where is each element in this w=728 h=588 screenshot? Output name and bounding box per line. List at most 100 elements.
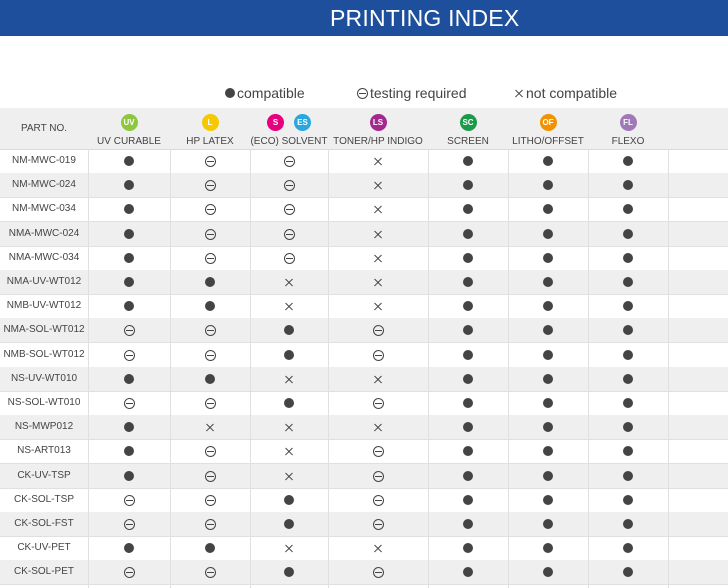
column-divider — [250, 149, 251, 588]
not-compatible-icon — [284, 543, 294, 553]
testing-required-icon — [204, 155, 216, 167]
compat-cell — [88, 318, 170, 342]
compat-cell — [508, 536, 588, 560]
compatible-icon — [623, 446, 633, 456]
compat-cell — [428, 367, 508, 391]
compat-cell — [88, 173, 170, 197]
table-row: NS-ART013 — [0, 439, 728, 464]
compatible-icon — [543, 495, 553, 505]
compatible-icon — [543, 398, 553, 408]
compat-cell — [88, 149, 170, 173]
compatible-icon — [623, 156, 633, 166]
column-label: UV CURABLE — [97, 136, 161, 147]
compatible-icon — [543, 180, 553, 190]
compatible-icon — [124, 156, 134, 166]
compat-cell — [88, 222, 170, 246]
compatible-icon — [623, 398, 633, 408]
part-number: NMA-SOL-WT012 — [3, 324, 85, 335]
testing-required-icon — [204, 203, 216, 215]
not-compatible-icon — [205, 422, 215, 432]
compatible-icon — [543, 543, 553, 553]
testing-required-icon — [372, 397, 384, 409]
part-number: NM-MWC-024 — [12, 179, 76, 190]
testing-required-icon — [204, 349, 216, 361]
part-number: NMA-UV-WT012 — [6, 276, 82, 287]
compat-cell — [170, 464, 250, 488]
compatible-icon — [623, 301, 633, 311]
table-header — [0, 108, 728, 150]
not-compatible-icon — [373, 253, 383, 263]
ls-badge-icon: LS — [369, 114, 387, 131]
compat-cell — [508, 270, 588, 294]
compat-cell — [250, 391, 328, 415]
compat-cell — [588, 415, 668, 439]
testing-required-icon — [357, 87, 368, 99]
compat-cell — [250, 294, 328, 318]
compat-cell — [250, 439, 328, 463]
compatible-icon — [543, 253, 553, 263]
table-row: NM-MWC-034 — [0, 197, 728, 222]
testing-required-icon — [372, 445, 384, 457]
es-badge-icon: ES — [294, 114, 311, 131]
not-compatible-icon — [284, 277, 294, 287]
compat-cell — [250, 488, 328, 512]
compatible-icon — [623, 350, 633, 360]
compat-cell — [428, 173, 508, 197]
testing-required-icon — [283, 155, 295, 167]
testing-required-icon — [372, 324, 384, 336]
column-divider — [428, 149, 429, 588]
compat-cell — [508, 197, 588, 221]
compatible-icon — [623, 253, 633, 263]
compatible-icon — [124, 374, 134, 384]
column-label: TONER/HP INDIGO — [333, 136, 423, 147]
not-compatible-icon — [373, 229, 383, 239]
testing-required-icon — [204, 179, 216, 191]
testing-required-icon — [372, 470, 384, 482]
column-divider — [328, 149, 329, 588]
testing-required-icon — [123, 349, 135, 361]
compat-cell — [508, 246, 588, 270]
testing-required-icon — [123, 324, 135, 336]
compatible-icon — [623, 422, 633, 432]
testing-required-icon — [283, 179, 295, 191]
compatible-icon — [463, 519, 473, 529]
not-compatible-icon — [373, 156, 383, 166]
part-number: NMA-MWC-034 — [8, 252, 80, 263]
table-row: NMA-UV-WT012 — [0, 270, 728, 295]
table-row: NS-MWP012 — [0, 415, 728, 440]
compatible-icon — [463, 277, 473, 287]
compat-cell — [170, 173, 250, 197]
compatible-icon — [623, 519, 633, 529]
compatible-icon — [284, 350, 294, 360]
compat-cell — [250, 197, 328, 221]
compatible-icon — [124, 471, 134, 481]
legend-label: testing required — [370, 85, 467, 101]
compat-cell — [250, 464, 328, 488]
compat-cell — [328, 439, 428, 463]
compat-cell — [428, 246, 508, 270]
compat-cell — [328, 512, 428, 536]
compat-cell — [508, 512, 588, 536]
compat-cell — [328, 488, 428, 512]
compat-cell — [588, 439, 668, 463]
column-header-litho-offset: OF LITHO/OFFSET — [508, 108, 588, 149]
part-number: NS-MWP012 — [14, 421, 74, 432]
compatible-icon — [623, 325, 633, 335]
compat-cell — [588, 343, 668, 367]
compat-cell — [588, 560, 668, 584]
compat-cell — [588, 391, 668, 415]
compat-cell — [328, 343, 428, 367]
compat-cell — [250, 318, 328, 342]
compat-cell — [588, 294, 668, 318]
not-compatible-icon — [373, 543, 383, 553]
testing-required-icon — [204, 228, 216, 240]
compatible-icon — [463, 301, 473, 311]
compatible-icon — [463, 471, 473, 481]
compat-cell — [88, 294, 170, 318]
column-header-screen: SC SCREEN — [428, 108, 508, 149]
compat-cell — [508, 222, 588, 246]
legend-item-compatible: compatible — [225, 84, 305, 102]
compat-cell — [328, 149, 428, 173]
table-row: CK-SOL-PET — [0, 560, 728, 585]
compat-cell — [250, 246, 328, 270]
